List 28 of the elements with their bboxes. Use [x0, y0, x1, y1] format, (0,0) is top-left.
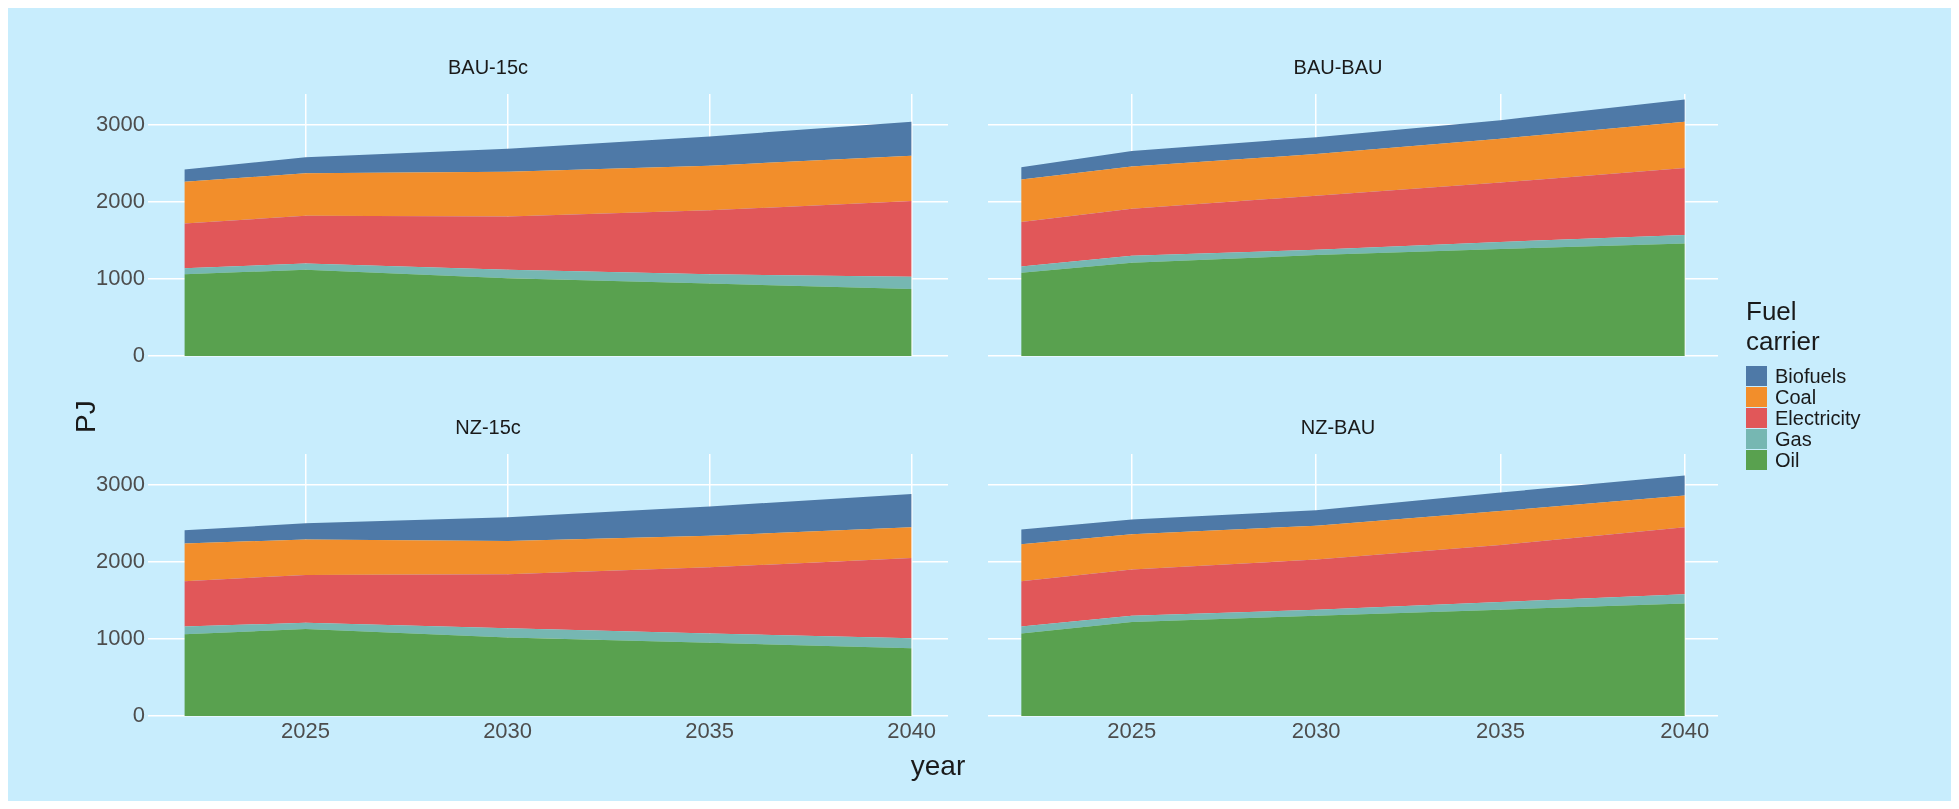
y-tick-label: 1000: [96, 625, 145, 650]
legend-label: Biofuels: [1775, 364, 1847, 388]
y-tick-label: 0: [132, 702, 145, 728]
x-tick-label: 2035: [1476, 718, 1525, 744]
legend-label: Coal: [1775, 385, 1817, 409]
chart-title: BAU-15c: [447, 55, 529, 78]
chart-title: BAU-BAU: [1293, 55, 1383, 78]
y-tick-label: 3000: [96, 470, 145, 496]
chart-title: NZ-BAU: [1300, 415, 1376, 438]
x-axis-title: year: [909, 750, 967, 782]
x-tick-label: 2025: [281, 718, 331, 744]
x-tick-label: 2030: [483, 718, 533, 744]
x-tick-label: 2035: [685, 718, 735, 744]
y-axis-title: PJ: [70, 400, 102, 433]
y-tick-label: 3000: [96, 110, 145, 136]
y-tick-label: 2000: [96, 187, 145, 213]
legend-label: Electricity: [1775, 406, 1861, 430]
chart-title: NZ-15c: [455, 415, 521, 438]
x-tick-label: 2025: [1107, 718, 1157, 744]
x-tick-label: 2040: [1660, 718, 1710, 744]
y-tick-label: 1000: [96, 265, 145, 290]
legend-label: Gas: [1775, 427, 1812, 451]
y-tick-label: 0: [132, 342, 145, 368]
legend-label: Oil: [1775, 448, 1800, 472]
legend-title: Fuel carrier: [1746, 295, 1821, 356]
x-tick-label: 2030: [1291, 718, 1341, 744]
y-tick-label: 2000: [96, 547, 145, 573]
x-tick-label: 2040: [887, 718, 937, 744]
